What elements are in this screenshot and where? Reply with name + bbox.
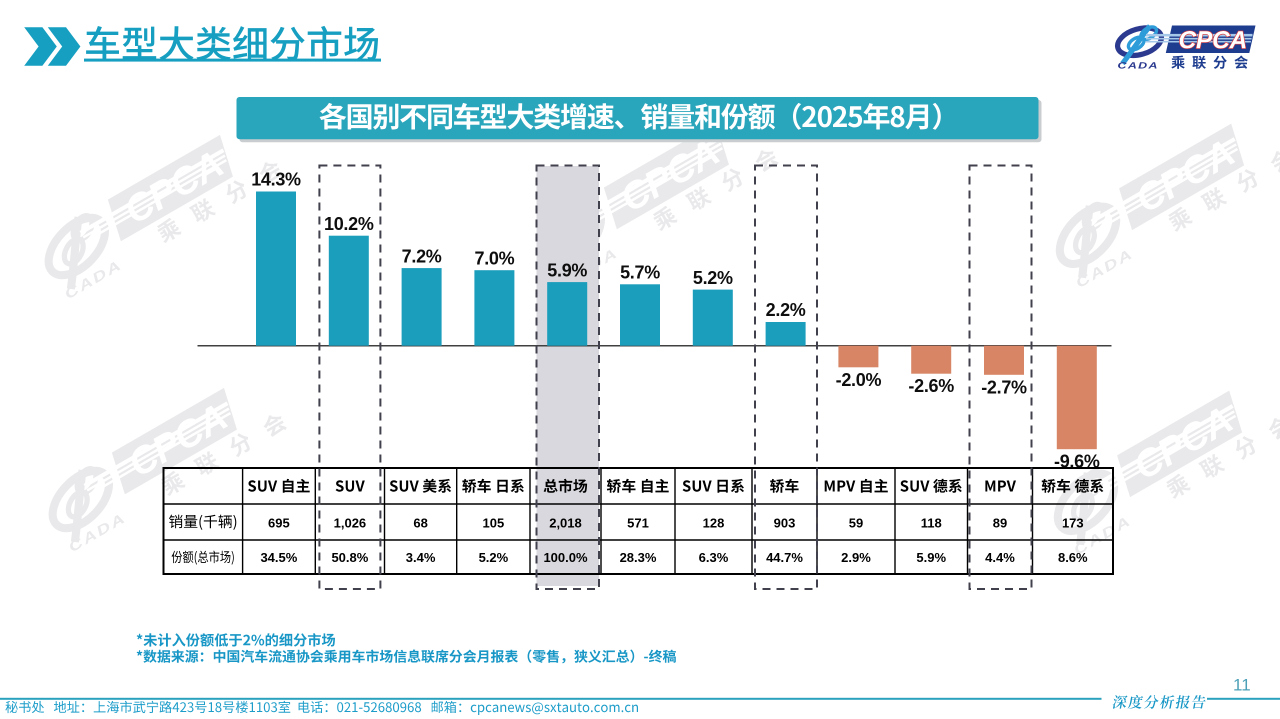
svg-text:10.2%: 10.2%: [324, 214, 374, 234]
svg-text:118: 118: [921, 516, 942, 531]
svg-text:571: 571: [627, 516, 649, 531]
svg-text:-2.0%: -2.0%: [836, 370, 882, 390]
svg-text:-2.6%: -2.6%: [908, 376, 954, 396]
svg-text:50.8%: 50.8%: [331, 550, 368, 565]
svg-text:68: 68: [413, 516, 427, 531]
svg-text:105: 105: [483, 516, 505, 531]
svg-text:-9.6%: -9.6%: [1054, 452, 1100, 472]
svg-text:34.5%: 34.5%: [260, 550, 297, 565]
svg-text:59: 59: [849, 516, 863, 531]
svg-text:695: 695: [268, 516, 290, 531]
svg-text:4.4%: 4.4%: [985, 550, 1015, 565]
svg-text:11: 11: [1233, 676, 1251, 695]
svg-text:5.2%: 5.2%: [479, 550, 509, 565]
svg-text:903: 903: [774, 516, 796, 531]
svg-text:5.9%: 5.9%: [547, 260, 587, 280]
svg-text:8.6%: 8.6%: [1058, 550, 1088, 565]
svg-text:2.9%: 2.9%: [841, 550, 871, 565]
svg-text:7.2%: 7.2%: [402, 246, 442, 266]
svg-text:173: 173: [1062, 516, 1084, 531]
svg-text:5.2%: 5.2%: [693, 268, 733, 288]
svg-text:-2.7%: -2.7%: [981, 377, 1027, 397]
svg-text:100.0%: 100.0%: [543, 550, 588, 565]
svg-text:3.4%: 3.4%: [406, 550, 436, 565]
svg-text:1,026: 1,026: [334, 516, 367, 531]
svg-text:7.0%: 7.0%: [474, 248, 514, 268]
svg-text:2,018: 2,018: [549, 516, 582, 531]
svg-text:44.7%: 44.7%: [766, 550, 803, 565]
svg-text:28.3%: 28.3%: [620, 550, 657, 565]
svg-text:89: 89: [993, 516, 1007, 531]
svg-text:128: 128: [703, 516, 725, 531]
svg-text:5.9%: 5.9%: [916, 550, 946, 565]
svg-text:6.3%: 6.3%: [699, 550, 729, 565]
svg-text:14.3%: 14.3%: [251, 170, 301, 190]
svg-text:5.7%: 5.7%: [620, 263, 660, 283]
svg-text:2.2%: 2.2%: [766, 300, 806, 320]
